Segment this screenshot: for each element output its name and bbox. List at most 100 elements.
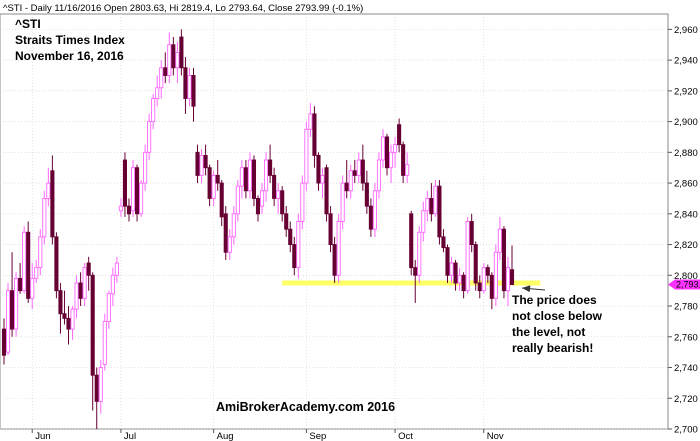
y-tick-label: 2,700: [674, 425, 698, 436]
candle-body: [219, 182, 224, 218]
candle: [223, 206, 228, 260]
candle: [509, 245, 515, 286]
candle-body: [122, 159, 128, 207]
watermark: AmiBrokerAcademy.com 2016: [216, 400, 395, 414]
candle-body: [328, 213, 333, 246]
candle: [501, 226, 506, 299]
candle-body: [58, 290, 63, 315]
candle-body: [292, 244, 297, 269]
candle: [175, 41, 180, 84]
candle: [34, 259, 39, 283]
candle: [360, 144, 365, 191]
candle: [296, 213, 301, 279]
candle-body: [284, 213, 289, 230]
candle: [199, 149, 204, 184]
candle-body: [457, 274, 462, 284]
candle: [405, 152, 410, 184]
candle: [421, 201, 426, 242]
candle: [429, 183, 434, 222]
candle-body: [34, 267, 39, 279]
candle: [30, 263, 35, 310]
candle: [304, 121, 309, 191]
y-tick-label: 2,820: [674, 240, 698, 251]
candle: [143, 144, 148, 191]
candle-body: [376, 159, 382, 192]
candle-body: [405, 164, 410, 176]
candle: [159, 60, 164, 99]
annotation-line-1: The price does: [512, 293, 597, 307]
candle-body: [74, 282, 79, 310]
candle-body: [98, 367, 103, 402]
candle: [276, 183, 281, 214]
candle: [344, 160, 349, 199]
y-tick-label: 2,800: [674, 271, 698, 282]
candle-body: [296, 221, 301, 269]
y-tick-label: 2,740: [674, 363, 698, 374]
candle-body: [26, 231, 31, 299]
candle: [497, 216, 502, 260]
candle-body: [308, 113, 313, 130]
candle-body: [384, 136, 390, 169]
candle-body: [493, 251, 498, 299]
candle: [473, 241, 478, 291]
candle-body: [360, 159, 365, 184]
candle: [231, 206, 236, 245]
candle: [401, 141, 406, 184]
candle: [316, 152, 321, 191]
candle: [272, 167, 277, 207]
candle-body: [235, 185, 240, 215]
candle: [235, 180, 240, 222]
candle-body: [425, 197, 430, 212]
candle-body: [469, 221, 474, 246]
candle-body: [22, 231, 27, 292]
candle: [239, 160, 244, 199]
candle-body: [231, 213, 236, 238]
candle: [110, 267, 115, 307]
candle-body: [445, 247, 450, 276]
candle-body: [332, 244, 337, 276]
candle-body: [66, 317, 71, 330]
candle-body: [139, 182, 144, 215]
candle: [183, 57, 188, 114]
candle-body: [167, 44, 172, 76]
candle: [147, 113, 152, 161]
candle: [413, 259, 418, 303]
candle: [328, 206, 333, 253]
candle: [417, 226, 422, 283]
candle-body: [473, 244, 478, 284]
candle: [393, 136, 398, 168]
candle: [364, 170, 369, 214]
candle: [74, 275, 79, 319]
candle-body: [70, 308, 75, 330]
candle: [203, 144, 208, 176]
candle: [320, 167, 325, 199]
candle: [255, 195, 261, 222]
candle: [409, 210, 414, 276]
candle-body: [393, 144, 398, 153]
candle-body: [171, 44, 176, 69]
chart-title: ^STI: [15, 17, 41, 31]
candle-body: [304, 128, 309, 184]
candle-body: [203, 154, 208, 169]
last-price-label: 2,793.99: [676, 280, 700, 290]
candle: [215, 160, 220, 191]
candle: [10, 252, 15, 337]
candle-body: [14, 277, 19, 330]
candle: [449, 256, 454, 283]
candle: [485, 264, 490, 283]
x-tick-label: Oct: [398, 431, 413, 441]
candle-body: [497, 228, 502, 253]
candle: [191, 67, 196, 122]
candle-body: [50, 170, 55, 238]
candle-body: [433, 185, 438, 215]
candle: [14, 272, 19, 337]
candle: [227, 229, 232, 260]
candle-body: [163, 67, 168, 76]
annotation-line-4: really bearish!: [512, 341, 593, 355]
candle-body: [195, 151, 200, 176]
candle: [489, 272, 494, 310]
candle-body: [147, 121, 152, 153]
candle: [167, 32, 172, 84]
candle: [106, 290, 111, 330]
